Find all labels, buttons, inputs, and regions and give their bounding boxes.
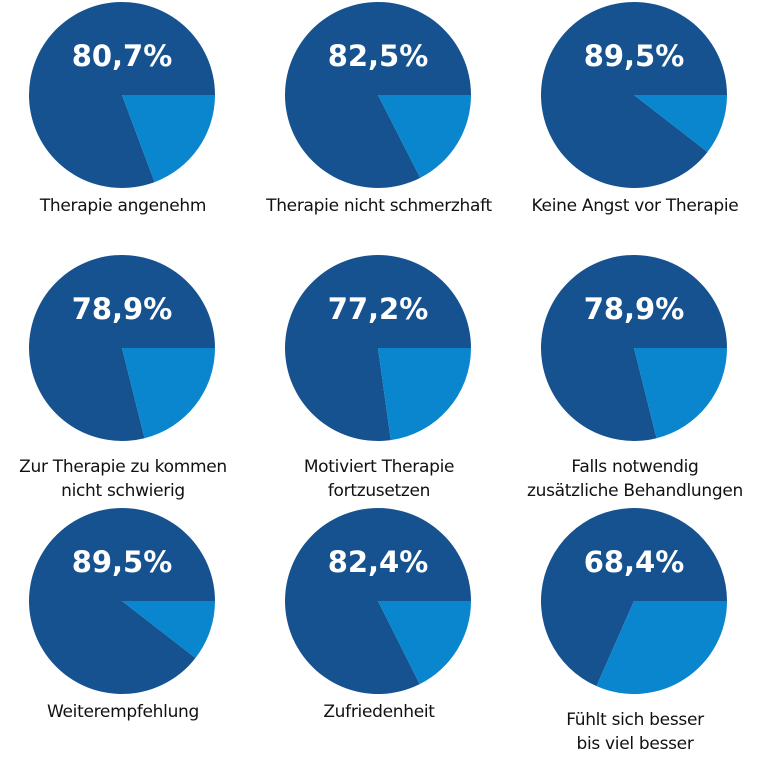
pie-category-label-line: Falls notwendig [571,457,699,477]
pie-slice-rest [634,348,727,439]
pie-slice-main [28,254,215,441]
pie-svg: 89,5% [28,507,216,694]
pie-category-label-line: nicht schwierig [61,481,185,501]
pie-slice-main [285,508,471,695]
pie-svg: 78,9% [541,254,727,441]
pie-category-label: Motiviert Therapie fortzusetzen [236,455,522,503]
pie-slice-main [541,508,727,687]
pie-value-label: 82,4% [328,545,429,579]
pie-slice-rest [596,601,727,695]
pie-chart-1: 80,7% Therapie angenehm [0,0,256,253]
pie-category-label: Zufriedenheit [236,700,522,724]
pie-category-label: Therapie nicht schmerzhaft [236,194,522,218]
pie-svg: 77,2% [285,254,471,441]
pie-category-label-line: fortzusetzen [327,481,431,501]
pie-category-label: Keine Angst vor Therapie [492,194,768,218]
pie-value-label: 80,7% [72,39,173,73]
pie-category-label-line: Therapie angenehm [39,196,207,216]
pie-chart-2: 82,5% Therapie nicht schmerzhaft [256,0,512,253]
pie-svg: 82,4% [285,508,471,695]
pie-category-label-line: Fühlt sich besser [566,710,704,730]
pie-slice-rest [122,601,215,658]
pie-category-label: Weiterempfehlung [0,700,266,724]
pie-chart-3: 89,5% Keine Angst vor Therapie [512,0,768,253]
pie-svg: 68,4% [541,508,727,695]
pie-value-label: 78,9% [72,292,173,326]
pie-category-label: Zur Therapie zu kommen nicht schwierig [0,455,266,503]
pie-category-label: Falls notwendig zusätzliche Behandlungen [492,455,768,503]
pie-slice-rest [634,95,727,152]
pie-slice-main [541,254,727,441]
pie-slice-rest [378,95,471,178]
pie-value-label: 78,9% [584,292,685,326]
pie-value-label: 89,5% [584,39,685,73]
pie-chart-5: 77,2% Motiviert Therapie fortzusetzen [256,253,512,506]
pie-category-label: Therapie angenehm [0,194,266,218]
pie-chart-9: 68,4% Fühlt sich besser bis viel besser [512,506,768,759]
pie-category-label-line: Motiviert Therapie [303,457,455,477]
pie-value-label: 89,5% [72,545,173,579]
pie-category-label: Fühlt sich besser bis viel besser [492,708,768,756]
pie-slice-rest [378,348,471,441]
pie-category-label-line: bis viel besser [576,734,694,754]
pie-chart-6: 78,9% Falls notwendig zusätzliche Behandlu… [512,253,768,506]
pie-value-label: 82,5% [328,39,429,73]
pie-svg: 80,7% [28,2,215,189]
pie-svg: 89,5% [541,1,727,188]
pie-category-label-line: Weiterempfehlung [46,702,200,722]
pie-svg: 78,9% [28,254,215,441]
pie-chart-4: 78,9% Zur Therapie zu kommen nicht schwier… [0,253,256,506]
pie-value-label: 68,4% [584,545,685,579]
pie-slice-rest [122,348,215,439]
pie-slice-main [285,254,471,441]
pie-category-label-line: zusätzliche Behandlungen [527,481,743,501]
pie-svg: 82,5% [285,1,471,188]
pie-slice-rest [378,601,471,685]
pie-category-label-line: Zufriedenheit [323,702,435,722]
pie-chart-7: 89,5% Weiterempfehlung [0,506,256,759]
pie-category-label-line: Keine Angst vor Therapie [531,196,739,216]
pie-slice-main [28,2,215,189]
pie-slice-main [285,1,471,188]
pie-slice-main [541,1,727,188]
pie-slice-rest [122,95,215,183]
pie-value-label: 77,2% [328,292,429,326]
pie-category-label-line: Zur Therapie zu kommen [19,457,227,477]
pie-chart-8: 82,4% Zufriedenheit [256,506,512,759]
pie-category-label-line: Therapie nicht schmerzhaft [266,196,492,216]
pie-slice-main [28,507,216,694]
